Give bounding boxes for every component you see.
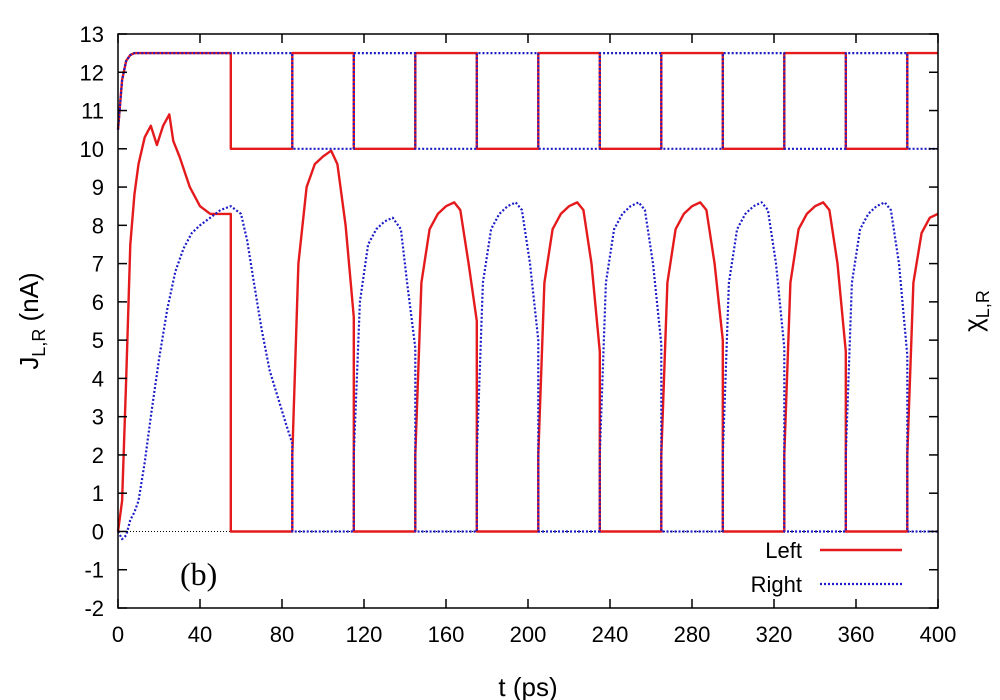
series-right-current-line	[117, 201, 938, 541]
series-left-chi-line	[116, 51, 938, 150]
y-axis-title-right: χL,R	[958, 290, 993, 332]
x-tick-label: 120	[346, 622, 383, 647]
y-tick-label: -2	[84, 596, 104, 621]
y-axis-title-right-main: χ	[958, 318, 988, 332]
y-tick-label: 12	[80, 60, 104, 85]
panel-label: (b)	[180, 556, 217, 592]
x-tick-label: 160	[428, 622, 465, 647]
y-axis-title-left-main: J	[14, 357, 44, 370]
y-tick-label: 4	[92, 366, 104, 391]
series-left-current-line	[116, 113, 939, 533]
x-tick-label: 200	[510, 622, 547, 647]
series-layer	[116, 51, 939, 541]
y-tick-label: 3	[92, 405, 104, 430]
series-right-chi-line	[116, 52, 938, 150]
y-tick-label: 0	[92, 519, 104, 544]
legend: Left Right	[751, 538, 902, 597]
y-tick-label: -1	[84, 558, 104, 583]
y-tick-label: 7	[92, 252, 104, 277]
y-tick-label: 2	[92, 443, 104, 468]
x-tick-label: 0	[112, 622, 124, 647]
x-tick-label: 240	[592, 622, 629, 647]
x-tick-label: 400	[920, 622, 957, 647]
x-tick-label: 280	[674, 622, 711, 647]
ticks-layer	[117, 33, 939, 609]
legend-entry-right: Right	[751, 572, 802, 597]
y-tick-label: 10	[80, 137, 104, 162]
y-axis-title-left-subscript: L,R	[29, 329, 49, 357]
y-tick-label: 1	[92, 481, 104, 506]
x-tick-label: 40	[188, 622, 212, 647]
y-tick-label: 6	[92, 290, 104, 315]
x-tick-label: 320	[756, 622, 793, 647]
plot-frame	[117, 33, 939, 609]
y-axis-title-left: JL,R (nA)	[14, 272, 49, 369]
x-tick-label: 80	[270, 622, 294, 647]
y-tick-label: 11	[81, 99, 104, 124]
y-axis-title-left-unit: (nA)	[14, 272, 44, 328]
x-tick-label: 360	[838, 622, 875, 647]
y-tick-label: 13	[80, 22, 104, 47]
x-axis-title: t (ps)	[498, 672, 557, 700]
y-tick-label: 5	[92, 328, 104, 353]
y-tick-label: 8	[92, 213, 104, 238]
tick-labels-layer: 0 40 80 120 160 200 240 280 320 360 400-2-10123456…	[80, 22, 957, 647]
y-axis-title-right-subscript: L,R	[973, 290, 993, 318]
legend-entry-left: Left	[765, 538, 802, 563]
y-tick-label: 9	[92, 175, 104, 200]
